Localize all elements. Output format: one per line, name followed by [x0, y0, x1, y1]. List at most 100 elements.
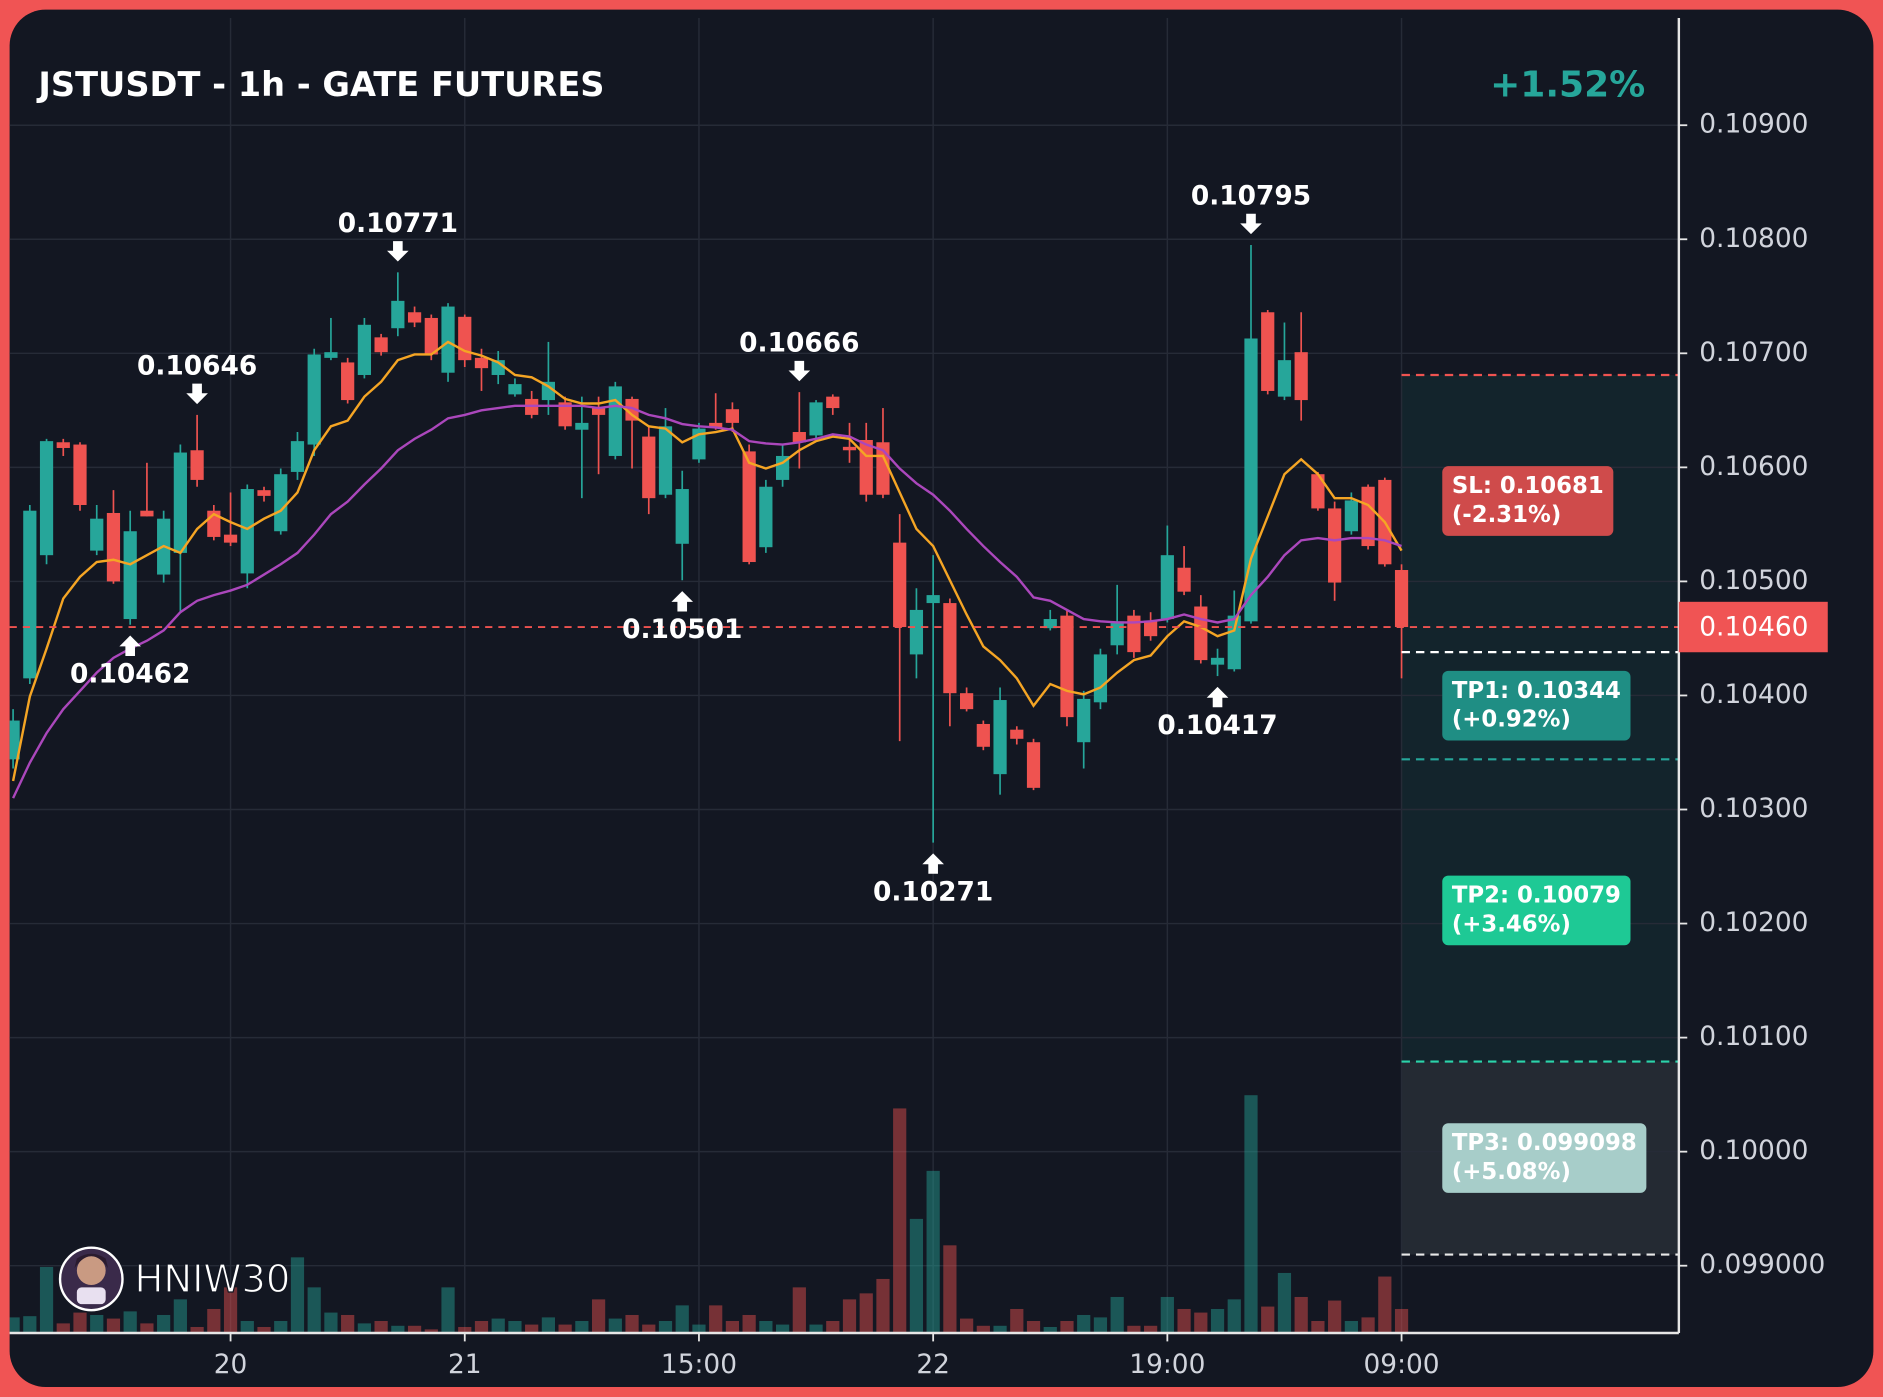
y-tick-label: 0.10500	[1699, 565, 1808, 596]
arrow-down	[1240, 213, 1262, 235]
candle-body	[558, 402, 572, 427]
candle-body	[893, 542, 907, 628]
low-label: 0.10417	[1157, 710, 1277, 741]
high-label: 0.10795	[1191, 180, 1311, 211]
volume-bar	[1077, 1314, 1091, 1333]
x-tick-label: 20	[214, 1349, 248, 1380]
volume-bar	[157, 1314, 171, 1333]
candle-body	[675, 489, 689, 544]
level-box	[1442, 1123, 1647, 1193]
high-label: 0.10771	[338, 208, 458, 239]
candle-body	[1294, 352, 1308, 401]
moving-averages	[11, 340, 1403, 799]
candle-body	[240, 489, 254, 574]
volume-bar	[1378, 1276, 1392, 1333]
volume-bar	[575, 1320, 589, 1333]
volume-bar	[1394, 1308, 1409, 1333]
candle-body	[1160, 555, 1174, 620]
volume-bar	[190, 1326, 204, 1333]
arrow-up	[119, 635, 141, 656]
volume-bar	[240, 1320, 254, 1333]
arrow-up	[671, 591, 694, 612]
candle-body	[441, 306, 455, 373]
avatar-face	[76, 1256, 106, 1285]
candle-body	[608, 386, 622, 456]
y-tick-label: 0.10800	[1699, 223, 1808, 254]
level-box	[1442, 875, 1631, 946]
volume-bar	[943, 1245, 957, 1333]
volume-bar	[775, 1324, 790, 1333]
volume-bar	[1361, 1317, 1375, 1333]
volume-bar	[1277, 1272, 1292, 1333]
volume-bar	[207, 1308, 221, 1333]
volume-bar	[90, 1314, 104, 1333]
volume-bar	[1060, 1320, 1074, 1333]
labels: 0.10900 0.10800 0.10700 0.10600 0.10500 0.104…	[214, 109, 1828, 1380]
candle-body	[173, 452, 187, 553]
volume-bar	[357, 1323, 371, 1333]
candle-body	[1361, 486, 1375, 547]
volume-bar	[675, 1305, 689, 1333]
volume-bar	[223, 1287, 238, 1333]
level-change: (-2.31%)	[1452, 502, 1561, 528]
level-label: TP1: 0.10344	[1452, 678, 1621, 704]
candle-body	[1311, 474, 1325, 509]
level-change: (+3.46%)	[1452, 911, 1571, 937]
candle-body	[809, 402, 823, 436]
candle-body	[474, 357, 489, 369]
volume-bar	[1026, 1320, 1041, 1333]
volume-bar	[608, 1318, 622, 1333]
candle-body	[658, 426, 673, 495]
volume-bar	[826, 1320, 840, 1333]
volume-bar	[9, 1317, 20, 1333]
candle-body	[642, 436, 656, 499]
volume-bar	[1194, 1312, 1208, 1333]
candle-body	[1127, 615, 1141, 653]
volume-bar	[1010, 1308, 1024, 1333]
y-tick-label: 0.10000	[1699, 1135, 1808, 1166]
candle-body	[1026, 742, 1041, 788]
candle-body	[960, 693, 974, 710]
candle-body	[1043, 619, 1057, 629]
volume-bar	[290, 1257, 305, 1333]
volume-bar	[458, 1326, 472, 1333]
candle-body	[1344, 500, 1358, 532]
candle-body	[725, 409, 740, 423]
volume-bar	[307, 1287, 321, 1333]
volume-bar	[257, 1326, 271, 1333]
volume-bar	[926, 1170, 940, 1333]
volume-bar	[173, 1299, 187, 1333]
volume-bar	[508, 1320, 522, 1333]
y-tick-label: 0.10700	[1699, 337, 1808, 368]
volume-bar	[558, 1324, 572, 1333]
level-box	[1442, 466, 1614, 536]
candle-body	[993, 700, 1007, 775]
low-label: 0.10501	[622, 614, 742, 645]
level-label: TP2: 0.10079	[1452, 883, 1621, 909]
candle-body	[90, 518, 104, 551]
volume-bar	[809, 1324, 823, 1333]
volume-bar	[709, 1305, 723, 1333]
avatar-body	[76, 1287, 106, 1305]
candle-body	[826, 396, 840, 409]
candle-body	[23, 510, 37, 679]
arrow-down	[186, 383, 208, 405]
axes	[9, 18, 1688, 1342]
candle-body	[976, 723, 990, 747]
candle-body	[73, 444, 87, 506]
candle-body	[926, 595, 940, 604]
moving-average	[11, 340, 1403, 782]
candle-body	[9, 720, 20, 760]
volume-bar	[73, 1312, 87, 1333]
volume-bar	[1311, 1320, 1325, 1333]
volume-bar	[374, 1320, 388, 1333]
high-label: 0.10666	[739, 328, 859, 359]
volume-bar	[842, 1299, 857, 1333]
candle-body	[140, 510, 154, 517]
volume-bar	[1043, 1326, 1057, 1333]
x-tick-label: 15:00	[661, 1349, 737, 1380]
candle-body	[424, 317, 438, 355]
low-label: 0.10462	[70, 659, 190, 690]
last-price-label: 0.10460	[1699, 612, 1808, 643]
